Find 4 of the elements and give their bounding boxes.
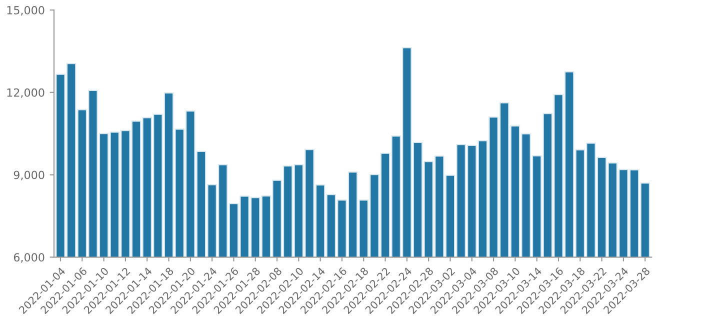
y-tick-label: 15,000 [7,6,44,16]
y-tick-label: 9,000 [14,170,44,180]
y-tick-label: 12,000 [7,88,44,98]
y-tick-label: 6,000 [14,253,44,263]
